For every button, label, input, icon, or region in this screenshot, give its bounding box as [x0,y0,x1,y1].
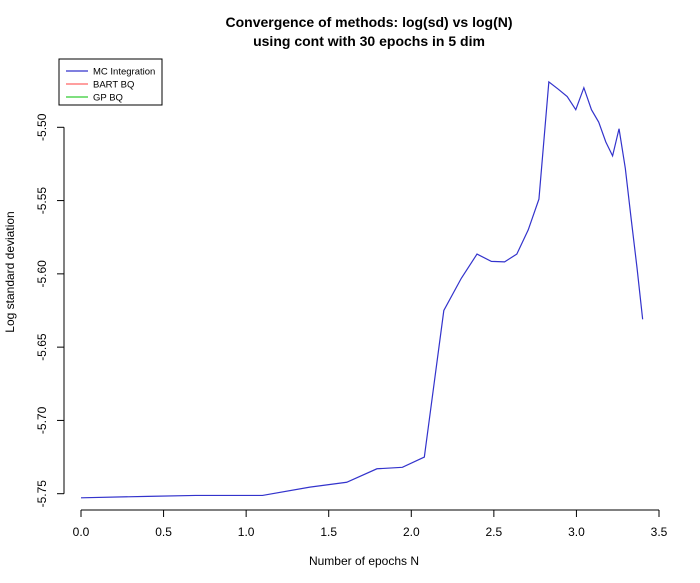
series-layer [80,80,644,499]
series-line-mc-integration [80,80,644,499]
y-tick-label: -5.70 [35,406,49,434]
legend-label: MC Integration [93,67,155,78]
x-tick-label: 0.0 [73,525,90,539]
x-tick-label: 0.5 [155,525,172,539]
x-axis-label: Number of epochs N [309,554,419,568]
chart-subtitle: using cont with 30 epochs in 5 dim [253,33,485,49]
x-tick-label: 3.5 [651,525,668,539]
y-axis-label: Log standard deviation [3,211,17,332]
x-tick-label: 2.5 [486,525,503,539]
y-tick-label: -5.60 [35,260,49,288]
x-tick-label: 2.0 [403,525,420,539]
legend-label: GP BQ [93,93,123,104]
y-tick-label: -5.55 [35,187,49,215]
legend: MC Integration BART BQ GP BQ [58,58,163,106]
x-tick-label: 1.5 [320,525,337,539]
axes: 0.0 0.5 1.0 1.5 2.0 2.5 3.0 3.5 -5.75 -5.70 -5.65 -… [35,113,668,539]
y-tick-label: -5.50 [35,113,49,141]
y-tick-label: -5.65 [35,333,49,361]
chart-title: Convergence of methods: log(sd) vs log(N… [225,14,512,30]
x-tick-label: 3.0 [568,525,585,539]
legend-label: BART BQ [93,80,134,91]
y-tick-label: -5.75 [35,480,49,508]
x-tick-label: 1.0 [238,525,255,539]
